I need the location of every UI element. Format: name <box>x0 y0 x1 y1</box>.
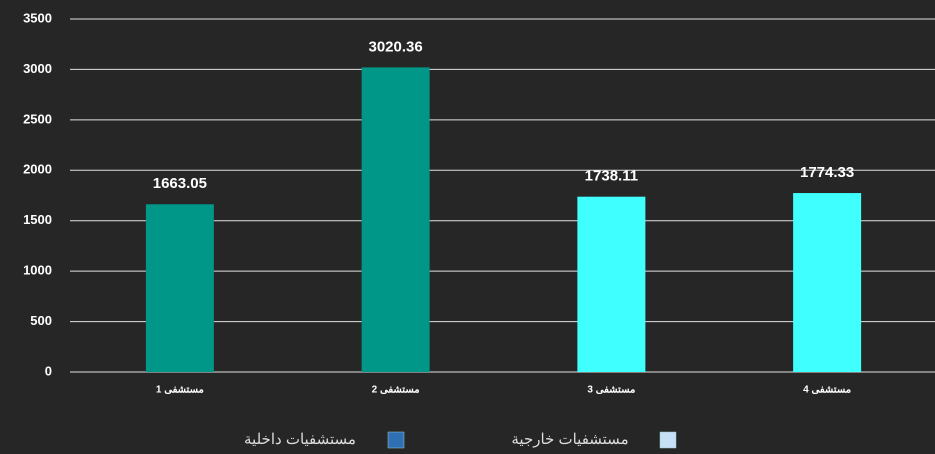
data-label: 3020.36 <box>369 38 423 55</box>
y-tick-label: 500 <box>30 313 52 328</box>
legend-label: مستشفيات داخلية <box>244 431 356 448</box>
x-tick-label: مستشفى 3 <box>587 385 635 396</box>
legend-swatch <box>387 431 405 449</box>
legend-label: مستشفيات خارجية <box>511 431 628 448</box>
x-tick-label: مستشفى 2 <box>372 385 420 396</box>
data-label: 1774.33 <box>800 164 854 181</box>
bar <box>145 204 214 372</box>
x-tick-label: مستشفى 1 <box>156 385 204 396</box>
y-tick-label: 3000 <box>23 61 52 76</box>
y-tick-label: 3500 <box>23 10 52 25</box>
bar <box>361 67 430 372</box>
y-tick-label: 2500 <box>23 111 52 126</box>
x-tick-label: مستشفى 4 <box>803 385 851 396</box>
bar <box>577 196 646 372</box>
data-label: 1663.05 <box>153 175 207 192</box>
y-tick-label: 2000 <box>23 162 52 177</box>
y-tick-label: 1500 <box>23 212 52 227</box>
y-tick-label: 0 <box>45 363 52 378</box>
legend-swatch <box>659 431 677 449</box>
data-label: 1738.11 <box>585 168 638 185</box>
y-tick-label: 1000 <box>23 263 52 278</box>
bar <box>793 193 862 372</box>
